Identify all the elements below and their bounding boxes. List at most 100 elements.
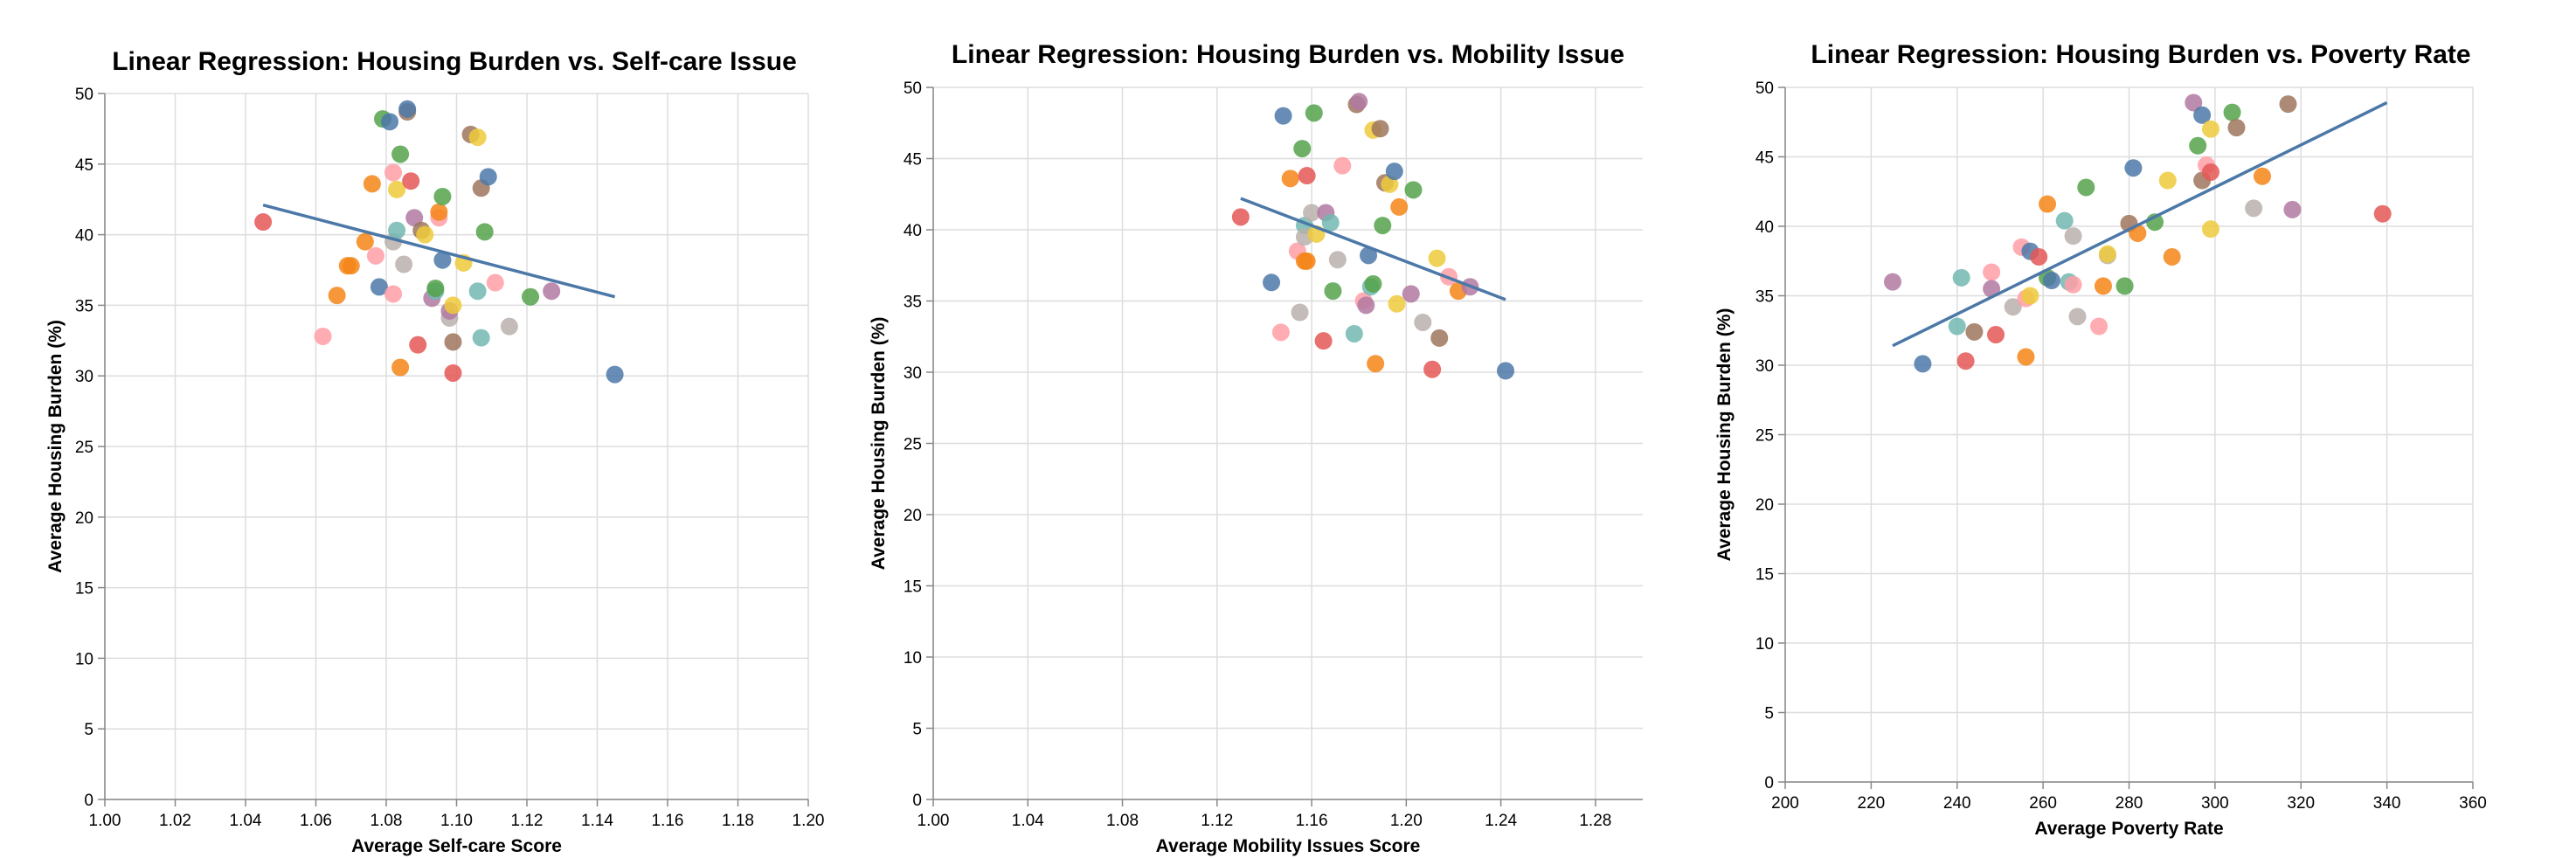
data-point bbox=[409, 336, 427, 354]
x-tick-label: 280 bbox=[2116, 794, 2143, 813]
data-points bbox=[1231, 93, 1515, 380]
data-point bbox=[398, 100, 417, 118]
y-tick-label: 50 bbox=[1755, 80, 1774, 98]
y-tick-label: 40 bbox=[75, 227, 93, 246]
data-point bbox=[1360, 246, 1378, 265]
x-tick-label: 200 bbox=[1771, 794, 1799, 813]
regression-line bbox=[1240, 197, 1506, 301]
data-point bbox=[1293, 140, 1312, 158]
x-tick-label: 360 bbox=[2459, 794, 2487, 813]
data-point bbox=[1305, 104, 1323, 122]
data-point bbox=[1231, 208, 1250, 226]
data-point bbox=[1314, 332, 1333, 350]
data-point bbox=[606, 365, 624, 384]
data-point bbox=[1402, 285, 1420, 303]
x-tick-label: 340 bbox=[2373, 794, 2401, 813]
data-point bbox=[2158, 171, 2177, 190]
data-point bbox=[2201, 120, 2219, 138]
data-point bbox=[430, 203, 448, 221]
y-tick-label: 25 bbox=[904, 436, 922, 454]
data-point bbox=[328, 287, 346, 305]
y-tick-label: 40 bbox=[904, 222, 922, 240]
y-tick-label: 45 bbox=[75, 156, 93, 175]
data-point bbox=[500, 317, 518, 336]
data-point bbox=[1430, 329, 1449, 347]
y-tick-label: 45 bbox=[1755, 149, 1774, 168]
data-point bbox=[1390, 197, 1409, 216]
x-tick-label: 1.28 bbox=[1579, 812, 1611, 830]
data-point bbox=[1333, 156, 1352, 175]
x-tick-label: 1.16 bbox=[1296, 812, 1328, 830]
data-point bbox=[1303, 204, 1321, 222]
data-point bbox=[2223, 103, 2241, 121]
data-point bbox=[2189, 136, 2207, 155]
x-tick-label: 1.10 bbox=[440, 812, 473, 830]
data-point bbox=[1291, 303, 1309, 322]
chart-panel-mobility: 1.00 1.04 1.08 1.12 1.16 1.20 1.24 1.28 0 5 10 15 20… bbox=[869, 40, 1643, 856]
data-point bbox=[2201, 220, 2219, 239]
data-point bbox=[1428, 249, 1446, 267]
data-point bbox=[1987, 326, 2005, 344]
x-tick-label: 1.04 bbox=[230, 812, 262, 830]
data-point bbox=[1263, 273, 1281, 292]
data-point bbox=[1371, 120, 1389, 138]
data-point bbox=[2090, 317, 2109, 336]
data-point bbox=[2098, 245, 2116, 263]
axes: 200 220 240 260 280 300 320 340 360 0 5 10 15 20 25 30 3… bbox=[1755, 80, 2487, 813]
data-point bbox=[1367, 355, 1385, 373]
data-point bbox=[1956, 352, 1975, 370]
y-tick-label: 5 bbox=[912, 721, 922, 739]
y-tick-label: 20 bbox=[904, 507, 922, 525]
data-point bbox=[2064, 275, 2082, 294]
data-point bbox=[475, 223, 494, 241]
data-point bbox=[444, 333, 462, 351]
data-point bbox=[1274, 107, 1292, 125]
data-point bbox=[1414, 313, 1432, 331]
data-point bbox=[1345, 324, 1363, 343]
data-point bbox=[1271, 323, 1290, 342]
data-point bbox=[1423, 360, 1442, 378]
x-tick-label: 1.20 bbox=[793, 812, 825, 830]
data-point bbox=[2094, 277, 2112, 295]
y-tick-label: 0 bbox=[912, 792, 922, 810]
data-point bbox=[479, 168, 497, 186]
x-tick-label: 1.12 bbox=[511, 812, 544, 830]
data-point bbox=[1497, 362, 1515, 380]
data-point bbox=[1298, 252, 1316, 270]
data-point bbox=[1357, 296, 1375, 315]
data-point bbox=[405, 209, 424, 227]
grid bbox=[1784, 86, 2474, 783]
y-tick-label: 10 bbox=[1755, 635, 1774, 654]
data-point bbox=[2163, 247, 2181, 266]
data-point bbox=[1298, 167, 1316, 185]
data-point bbox=[395, 255, 413, 273]
data-point bbox=[2021, 287, 2039, 305]
data-point bbox=[1948, 317, 1966, 336]
chart-title: Linear Regression: Housing Burden vs. Mo… bbox=[952, 40, 1624, 69]
data-point bbox=[433, 187, 452, 205]
x-tick-label: 1.04 bbox=[1012, 812, 1044, 830]
chart-panel-poverty: 200 220 240 260 280 300 320 340 360 0 5 10 15 20 25 30 3… bbox=[1714, 40, 2487, 839]
y-tick-label: 15 bbox=[75, 580, 93, 599]
y-axis-title: Average Housing Burden (%) bbox=[1714, 308, 1735, 562]
data-point bbox=[2185, 93, 2203, 112]
data-point bbox=[2283, 200, 2302, 218]
data-point bbox=[1364, 274, 1382, 293]
data-point bbox=[2017, 348, 2035, 366]
data-point bbox=[433, 251, 452, 269]
data-point bbox=[1914, 355, 1932, 373]
data-point bbox=[384, 163, 403, 182]
y-tick-label: 0 bbox=[84, 792, 93, 810]
data-point bbox=[2201, 163, 2219, 181]
regression-line bbox=[1892, 100, 2388, 348]
x-tick-label: 220 bbox=[1858, 794, 1886, 813]
data-point bbox=[468, 282, 487, 301]
data-point bbox=[2030, 247, 2048, 266]
data-point bbox=[1350, 93, 1368, 111]
x-tick-label: 1.24 bbox=[1485, 812, 1517, 830]
x-tick-label: 1.00 bbox=[918, 812, 950, 830]
y-tick-label: 35 bbox=[904, 294, 922, 312]
chart-title: Linear Regression: Housing Burden vs. Se… bbox=[112, 47, 797, 76]
data-point bbox=[1324, 282, 1342, 301]
